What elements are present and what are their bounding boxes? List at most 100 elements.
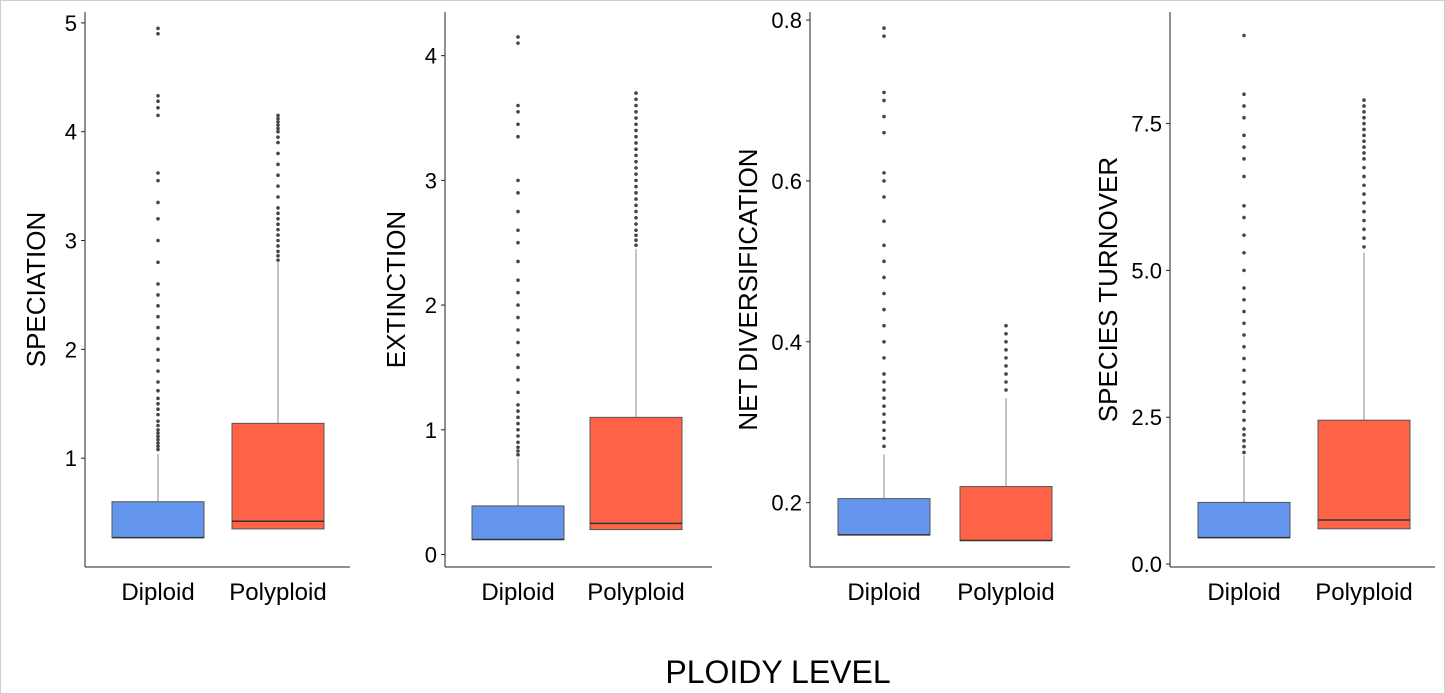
panel-2-outlier-point [516,103,520,108]
panel-2-outlier-point [516,259,520,264]
panel-1-outlier-point [276,238,280,243]
panel-3-outlier-point [1004,331,1008,336]
panel-2-outlier-point [634,209,638,214]
panel-4-outlier-point [1362,227,1366,232]
panel-1-outlier-point [276,211,280,216]
panel-1-outlier-point [156,238,160,243]
panel-4-outlier-point [1362,121,1366,126]
panel-4-outlier-point [1242,356,1246,361]
panel-4-outlier-point [1362,218,1366,223]
panel-2-y-axis-label: EXTINCTION [381,211,411,368]
panel-4-outlier-point [1242,145,1246,149]
panel-1-outlier-point [156,200,160,205]
panel-4-outlier-point [1362,145,1366,149]
panel-2-category-label: Diploid [481,579,554,606]
panel-1-category-label: Diploid [121,579,194,606]
panel-2-outlier-point [516,209,520,214]
panel-1-outlier-point [156,380,160,384]
panel-1-outlier-point [156,447,160,452]
panel-1-outlier-point [156,282,160,286]
panel-2-outlier-point [516,240,520,245]
panel-1-outlier-point [276,249,280,254]
panel-3-outlier-point [882,323,886,328]
panel-4-y-tick-label: 5.0 [1131,258,1162,283]
panel-4-outlier-point [1362,192,1366,196]
panel-1-y-tick-label: 4 [65,120,77,145]
panel-1-outlier-point [276,135,280,139]
panel-2-outlier-point [516,415,520,420]
panel-1-outlier-point [276,253,280,258]
panel-1-outlier-point [276,129,280,134]
panel-3-outlier-point [882,420,886,425]
panel-3-outlier-point [882,130,886,135]
panel-1-outlier-point [276,184,280,188]
panel-3-outlier-point [882,396,886,400]
panel-3-category-label: Polyploid [957,579,1054,606]
panel-1-outlier-point [156,171,160,175]
panel-2-outlier-point [516,434,520,438]
panel-4-y-tick-label: 2.5 [1131,405,1162,430]
panel-3-outlier-point [882,179,886,183]
panel-1-outlier-point [276,173,280,178]
panel-4-outlier-point [1242,133,1246,138]
panel-1-y-tick-label: 1 [65,446,77,471]
panel-1-outlier-point [276,233,280,237]
panel-1-outlier-point [156,178,160,183]
panel-2-outlier-point [516,365,520,370]
panel-2-outlier-point [516,303,520,307]
panel-3-y-tick-label: 0.8 [771,8,802,33]
panel-3-y-tick-label: 0.2 [771,491,802,516]
panel-3-outlier-point [882,259,886,264]
panel-4-outlier-point [1362,127,1366,132]
panel-1-outlier-point [156,314,160,319]
panel-2-outlier-point [516,378,520,382]
panel-4-outlier-point [1242,92,1246,97]
panel-4-outlier-point [1242,450,1246,455]
panel-1-outlier-point [276,195,280,199]
panel-2-outlier-point [634,178,638,183]
panel-2-outlier-point [634,197,638,201]
panel-4-outlier-point [1242,204,1246,208]
panel-3-outlier-point [1004,388,1008,392]
panel-1-outlier-point [276,140,280,145]
panel-1-outlier-point [276,227,280,232]
panel-3-outlier-point [1004,364,1008,368]
panel-4-outlier-point [1362,151,1366,155]
panel-2-outlier-point [516,440,520,445]
panel-2-outlier-point [516,403,520,407]
panel-4-outlier-point [1242,333,1246,337]
panel-3-outlier-point [882,388,886,392]
panel-3-y-tick-label: 0.6 [771,169,802,194]
panel-4-outlier-point [1242,157,1246,161]
panel-4-outlier-point [1362,139,1366,144]
panel-3-outlier-point [882,404,886,408]
panel-1-outlier-point [276,123,280,127]
panel-2-y-tick-label: 4 [425,44,437,69]
panel-3-outlier-point [882,171,886,175]
panel-1-box-diploid [111,501,205,539]
panel-2-outlier-point [516,409,520,413]
panel-3-outlier-point [882,291,886,296]
panel-2-outlier-point [516,228,520,233]
panel-2-outlier-point [516,41,520,45]
panel-4-outlier-point [1362,209,1366,214]
panel-1-outlier-point [156,437,160,442]
panel-3-outlier-point [882,372,886,376]
panel-2-outlier-point [516,35,520,39]
panel-1-outlier-point [156,358,160,363]
panel-4-y-axis-label: SPECIES TURNOVER [1093,157,1123,422]
panel-4-outlier-point [1242,344,1246,349]
panel-4-category-label: Diploid [1207,579,1280,606]
panel-3-outlier-point [882,307,886,312]
panel-1-outlier-point [156,407,160,412]
panel-2-outlier-point [634,203,638,208]
panel-2-outlier-point [634,166,638,170]
panel-4-outlier-point [1362,133,1366,138]
panel-3-outlier-point [882,219,886,223]
panel-4-outlier-point [1242,250,1246,255]
panel-2-outlier-point [634,159,638,164]
panel-2-outlier-point [634,91,638,95]
panel-4-outlier-point [1242,444,1246,449]
panel-4-outlier-point [1362,236,1366,240]
